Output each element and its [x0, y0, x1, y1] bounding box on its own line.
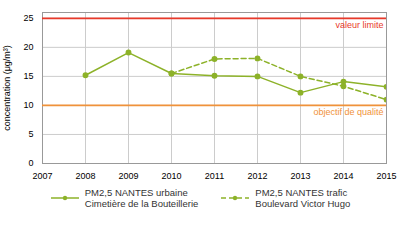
svg-text:2008: 2008	[75, 171, 95, 181]
svg-text:10: 10	[23, 100, 33, 110]
svg-text:2014: 2014	[333, 171, 353, 181]
svg-text:0: 0	[28, 158, 33, 168]
svg-text:20: 20	[23, 42, 33, 52]
svg-text:2010: 2010	[161, 171, 181, 181]
svg-text:2007: 2007	[32, 171, 52, 181]
svg-text:valeur limite: valeur limite	[335, 20, 383, 30]
svg-text:25: 25	[23, 13, 33, 23]
svg-text:2009: 2009	[118, 171, 138, 181]
svg-text:2013: 2013	[290, 171, 310, 181]
svg-text:2011: 2011	[205, 171, 224, 181]
html-text:PM2,5 NANTES trafic Boulevard: PM2,5 NANTES trafic Boulevard Victor Hug…	[255, 187, 351, 210]
html-text:PM2,5 NANTES urbaine Cimetière: PM2,5 NANTES urbaine Cimetière de la Bou…	[84, 187, 199, 210]
svg-text:concentration (μg/m³): concentration (μg/m³)	[2, 45, 12, 131]
svg-text:2012: 2012	[247, 171, 267, 181]
svg-text:objectif de qualité: objectif de qualité	[313, 107, 383, 117]
svg-text:15: 15	[23, 71, 33, 81]
svg-text:5: 5	[28, 129, 33, 139]
svg-text:2015: 2015	[376, 171, 396, 181]
